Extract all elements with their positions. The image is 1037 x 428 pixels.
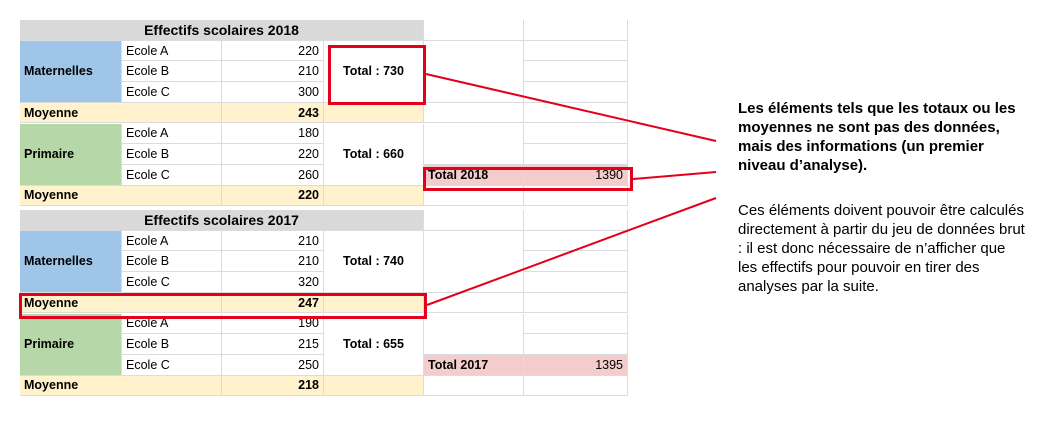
- school-name[interactable]: Ecole C: [122, 164, 222, 186]
- empty-cell[interactable]: [524, 185, 628, 207]
- empty-cell[interactable]: [424, 210, 524, 231]
- year-total-label[interactable]: Total 2017: [424, 354, 524, 376]
- enrollment-value[interactable]: 320: [222, 272, 324, 293]
- empty-cell[interactable]: [524, 272, 628, 293]
- year-total-value[interactable]: 1395: [524, 354, 628, 376]
- empty-cell[interactable]: [524, 20, 628, 41]
- category-label-primaire[interactable]: Primaire: [20, 123, 122, 186]
- group-total-maternelles[interactable]: Total : 740: [324, 230, 424, 293]
- school-name[interactable]: Ecole A: [122, 230, 222, 252]
- empty-cell[interactable]: [524, 375, 628, 397]
- empty-cell[interactable]: [524, 251, 628, 273]
- empty-cell[interactable]: [424, 123, 524, 165]
- empty-cell[interactable]: [524, 313, 628, 335]
- moyenne-value[interactable]: 220: [222, 185, 324, 207]
- empty-cell[interactable]: [424, 230, 524, 293]
- school-name[interactable]: Ecole C: [122, 82, 222, 103]
- enrollment-value[interactable]: 215: [222, 334, 324, 355]
- moyenne-empty[interactable]: [324, 375, 424, 397]
- connector-line-total-maternelles: [425, 73, 717, 142]
- empty-cell[interactable]: [524, 123, 628, 145]
- empty-cell[interactable]: [424, 40, 524, 103]
- empty-cell[interactable]: [524, 334, 628, 355]
- moyenne-value[interactable]: 247: [222, 292, 324, 314]
- annotation-headline: Les éléments tels que les totaux ou les …: [738, 100, 1016, 174]
- school-name[interactable]: Ecole A: [122, 123, 222, 145]
- enrollment-value[interactable]: 300: [222, 82, 324, 103]
- enrollment-value[interactable]: 210: [222, 251, 324, 273]
- empty-cell[interactable]: [424, 20, 524, 41]
- school-name[interactable]: Ecole A: [122, 313, 222, 335]
- enrollment-value[interactable]: 180: [222, 123, 324, 145]
- moyenne-empty[interactable]: [324, 102, 424, 124]
- school-name[interactable]: Ecole C: [122, 272, 222, 293]
- school-name[interactable]: Ecole A: [122, 40, 222, 62]
- group-total-primaire[interactable]: Total : 655: [324, 313, 424, 376]
- enrollment-value[interactable]: 190: [222, 313, 324, 335]
- enrollment-value[interactable]: 220: [222, 144, 324, 165]
- empty-cell[interactable]: [524, 102, 628, 124]
- school-name[interactable]: Ecole B: [122, 61, 222, 83]
- empty-cell[interactable]: [424, 375, 524, 397]
- year-total-value[interactable]: 1390: [524, 164, 628, 186]
- school-name[interactable]: Ecole B: [122, 251, 222, 273]
- empty-cell[interactable]: [524, 61, 628, 83]
- table-title-2018[interactable]: Effectifs scolaires 2018: [20, 20, 424, 41]
- spreadsheet: Effectifs scolaires 2018 Maternelles Ecole…: [20, 20, 628, 397]
- empty-cell[interactable]: [424, 313, 524, 355]
- enrollment-value[interactable]: 210: [222, 61, 324, 83]
- school-name[interactable]: Ecole B: [122, 334, 222, 355]
- category-label-primaire[interactable]: Primaire: [20, 313, 122, 376]
- connector-line-moyenne: [426, 197, 717, 306]
- school-name[interactable]: Ecole B: [122, 144, 222, 165]
- moyenne-label[interactable]: Moyenne: [20, 102, 222, 124]
- moyenne-empty[interactable]: [324, 185, 424, 207]
- annotation-body: Ces éléments doivent pouvoir être calcul…: [738, 202, 1025, 295]
- connector-line-total-2018: [632, 171, 717, 180]
- moyenne-label[interactable]: Moyenne: [20, 375, 222, 397]
- table-title-2017[interactable]: Effectifs scolaires 2017: [20, 210, 424, 231]
- enrollment-value[interactable]: 260: [222, 164, 324, 186]
- category-label-maternelles[interactable]: Maternelles: [20, 40, 122, 103]
- empty-cell[interactable]: [424, 102, 524, 124]
- enrollment-value[interactable]: 210: [222, 230, 324, 252]
- moyenne-empty[interactable]: [324, 292, 424, 314]
- enrollment-value[interactable]: 220: [222, 40, 324, 62]
- category-label-maternelles[interactable]: Maternelles: [20, 230, 122, 293]
- moyenne-label[interactable]: Moyenne: [20, 185, 222, 207]
- empty-cell[interactable]: [524, 292, 628, 314]
- moyenne-label[interactable]: Moyenne: [20, 292, 222, 314]
- year-total-label[interactable]: Total 2018: [424, 164, 524, 186]
- empty-cell[interactable]: [524, 40, 628, 62]
- empty-cell[interactable]: [524, 210, 628, 231]
- empty-cell[interactable]: [424, 185, 524, 207]
- empty-cell[interactable]: [524, 144, 628, 165]
- empty-cell[interactable]: [424, 292, 524, 314]
- moyenne-value[interactable]: 218: [222, 375, 324, 397]
- enrollment-value[interactable]: 250: [222, 354, 324, 376]
- school-name[interactable]: Ecole C: [122, 354, 222, 376]
- moyenne-value[interactable]: 243: [222, 102, 324, 124]
- empty-cell[interactable]: [524, 82, 628, 103]
- group-total-primaire[interactable]: Total : 660: [324, 123, 424, 186]
